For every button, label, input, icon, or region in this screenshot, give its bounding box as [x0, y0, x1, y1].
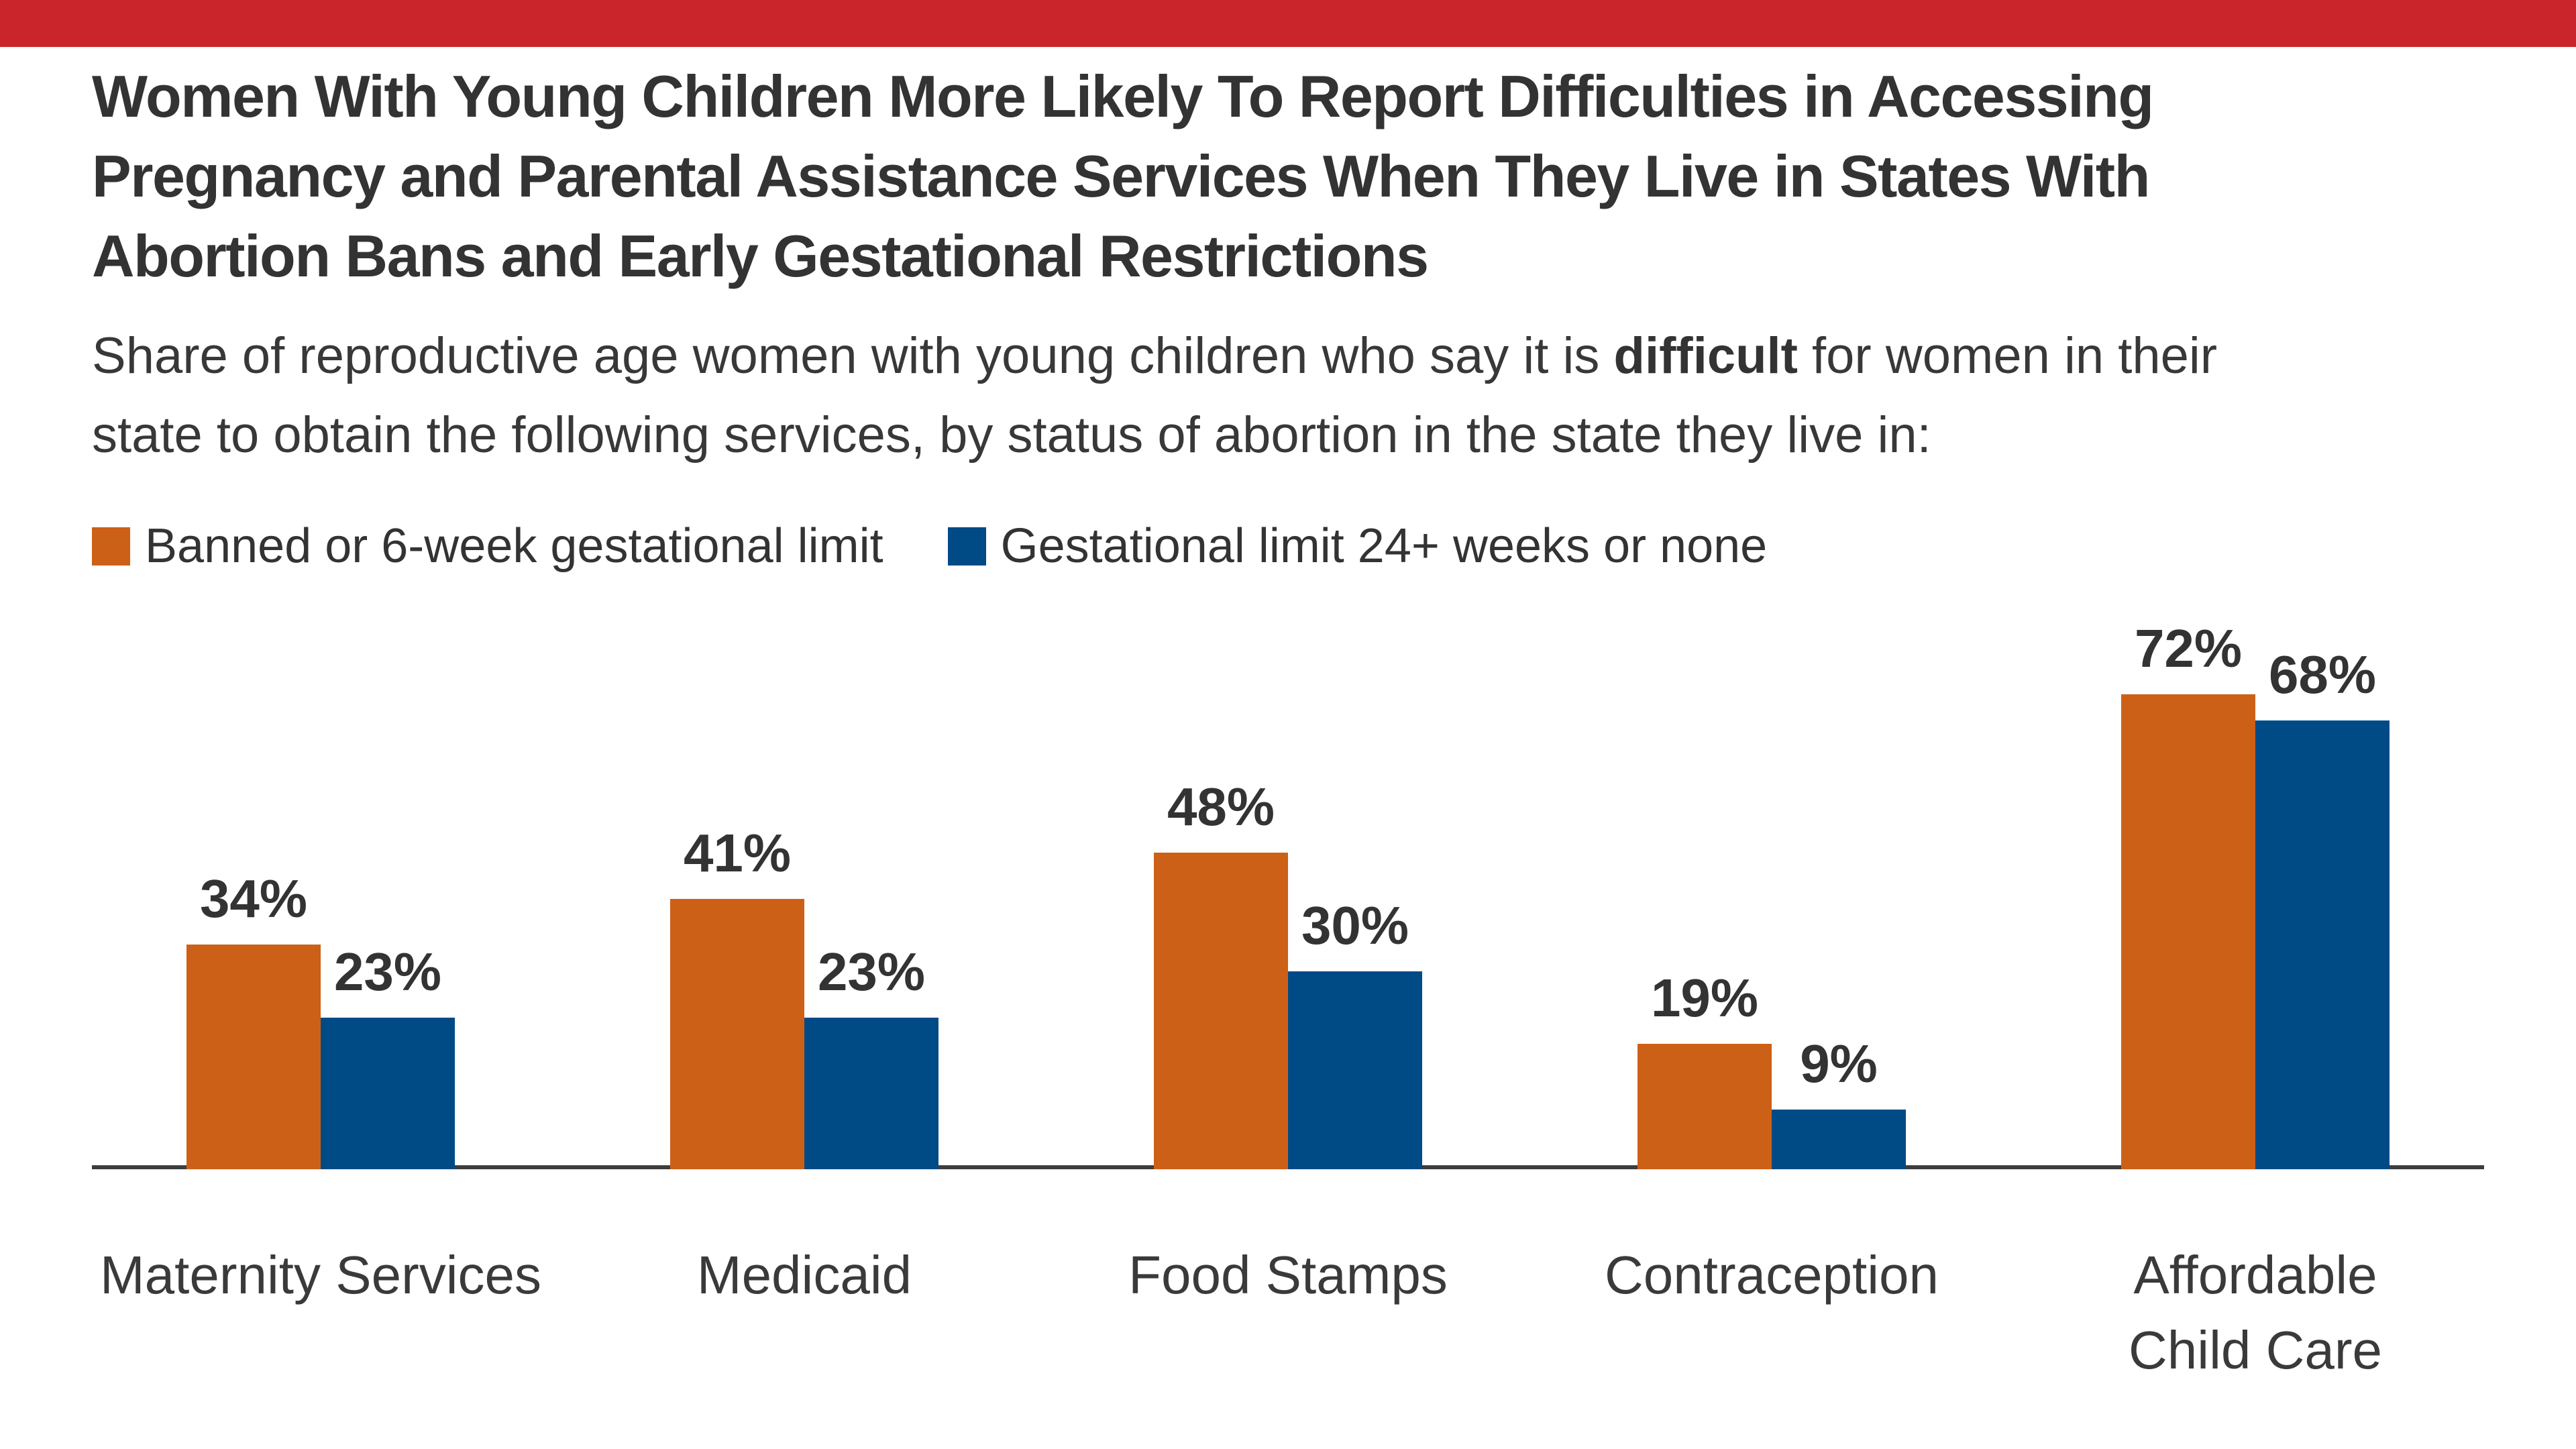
title-line-1: Women With Young Children More Likely To…	[92, 63, 2154, 129]
subtitle-line-1: Share of reproductive age women with you…	[92, 317, 2547, 396]
category-label-5: Affordable Child Care	[2129, 1238, 2382, 1388]
legend-label-banned: Banned or 6-week gestational limit	[145, 519, 883, 573]
bar-gestational-5	[2255, 720, 2390, 1169]
bar-gestational-1	[321, 1018, 455, 1169]
title-line-2: Pregnancy and Parental Assistance Servic…	[92, 143, 2150, 209]
chart-subtitle: Share of reproductive age women with you…	[92, 317, 2547, 475]
bar-banned-1	[186, 945, 321, 1169]
bar-gestational-2	[804, 1018, 938, 1169]
bar-banned-2	[670, 899, 804, 1169]
value-label-banned-5: 72%	[2134, 619, 2243, 678]
title-line-3: Abortion Bans and Early Gestational Rest…	[92, 223, 1429, 289]
category-label-line: Medicaid	[696, 1245, 912, 1305]
category-label-4: Contraception	[1605, 1238, 1939, 1313]
bar-gestational-3	[1288, 971, 1422, 1169]
bar-banned-5	[2121, 694, 2255, 1169]
subtitle-text-tail: for women in their	[1797, 327, 2218, 384]
category-label-line: Affordable	[2133, 1245, 2377, 1305]
subtitle-text: Share of reproductive age women with you…	[92, 327, 1614, 384]
category-label-line: Contraception	[1604, 1245, 1939, 1305]
bar-banned-4	[1638, 1044, 1772, 1169]
value-label-banned-4: 19%	[1650, 968, 1759, 1028]
subtitle-line-2: state to obtain the following services, …	[92, 407, 1931, 464]
value-label-gestational-4: 9%	[1800, 1034, 1878, 1093]
page-title: Women With Young Children More Likely To…	[92, 56, 2520, 296]
legend-label-gestational: Gestational limit 24+ weeks or none	[1000, 519, 1768, 573]
bar-banned-3	[1154, 853, 1288, 1169]
subtitle-bold-word: difficult	[1613, 327, 1798, 384]
category-label-line: Child Care	[2129, 1320, 2382, 1380]
category-label-line: Food Stamps	[1128, 1245, 1448, 1305]
bar-gestational-4	[1772, 1110, 1906, 1169]
legend-item-banned: Banned or 6-week gestational limit	[92, 522, 883, 570]
legend-swatch-banned	[92, 527, 130, 566]
category-label-1: Maternity Services	[100, 1238, 541, 1313]
value-label-banned-3: 48%	[1167, 777, 1275, 837]
category-label-2: Medicaid	[697, 1238, 912, 1313]
value-label-banned-2: 41%	[683, 823, 792, 883]
category-label-3: Food Stamps	[1128, 1238, 1448, 1313]
legend-swatch-gestational	[947, 527, 986, 566]
value-label-gestational-5: 68%	[2268, 645, 2377, 704]
legend-item-gestational: Gestational limit 24+ weeks or none	[947, 519, 1768, 573]
value-label-gestational-1: 23%	[333, 942, 442, 1002]
value-label-banned-1: 34%	[199, 869, 308, 928]
value-label-gestational-2: 23%	[817, 942, 926, 1002]
brand-top-bar	[0, 0, 2576, 47]
category-label-line: Maternity Services	[100, 1245, 541, 1305]
chart-legend: Banned or 6-week gestational limit Gesta…	[92, 522, 1831, 570]
value-label-gestational-3: 30%	[1301, 896, 1409, 955]
